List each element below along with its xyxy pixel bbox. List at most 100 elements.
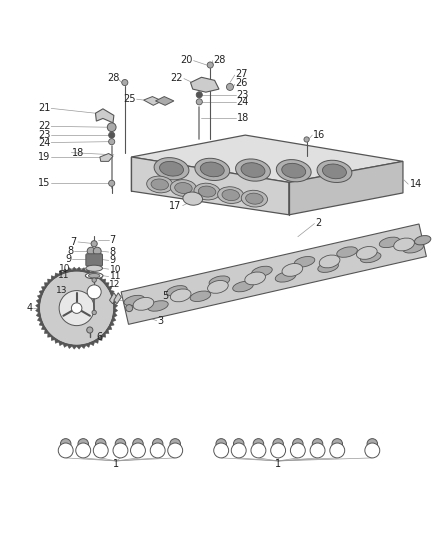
Polygon shape [111,316,116,322]
Ellipse shape [318,262,339,272]
Polygon shape [93,338,99,343]
Circle shape [107,123,116,132]
Polygon shape [71,345,78,349]
Ellipse shape [282,263,303,276]
Polygon shape [100,332,106,337]
Text: 3: 3 [158,316,164,326]
Circle shape [78,439,88,449]
Text: 11: 11 [58,271,69,280]
Ellipse shape [233,281,253,292]
Polygon shape [67,344,73,349]
Polygon shape [80,344,87,349]
Ellipse shape [194,183,220,200]
Ellipse shape [208,280,228,293]
Polygon shape [95,109,114,123]
Ellipse shape [246,193,263,204]
Text: 4: 4 [26,303,32,313]
Text: 18: 18 [72,148,85,158]
Polygon shape [39,320,44,326]
Circle shape [95,439,106,449]
Ellipse shape [282,163,306,178]
Circle shape [71,303,82,313]
Polygon shape [113,303,118,309]
Ellipse shape [85,273,103,279]
Ellipse shape [147,176,173,193]
Text: 12: 12 [109,279,120,288]
Circle shape [168,443,183,458]
Text: 27: 27 [236,69,248,79]
Circle shape [87,285,101,299]
Circle shape [113,443,128,458]
Text: 10: 10 [59,264,70,273]
Circle shape [126,304,133,312]
Circle shape [39,271,114,345]
Ellipse shape [198,186,216,197]
Ellipse shape [195,158,230,181]
Polygon shape [113,298,117,305]
Ellipse shape [276,159,311,182]
Polygon shape [110,293,117,304]
Circle shape [93,443,108,458]
Polygon shape [155,96,174,106]
Circle shape [109,132,115,138]
Circle shape [226,84,233,91]
Text: 28: 28 [213,55,226,65]
Text: 8: 8 [67,246,74,256]
Ellipse shape [357,247,377,260]
Polygon shape [104,328,109,334]
Text: 22: 22 [38,122,50,131]
Polygon shape [97,276,102,281]
Polygon shape [75,345,82,349]
Polygon shape [100,279,106,284]
Ellipse shape [319,255,340,268]
Circle shape [170,439,180,449]
Circle shape [93,247,101,255]
Text: 2: 2 [315,217,321,228]
Circle shape [216,439,226,449]
Polygon shape [89,271,95,276]
Polygon shape [35,303,40,309]
Polygon shape [42,286,47,292]
Circle shape [290,443,305,458]
Circle shape [87,247,95,255]
Text: 1: 1 [275,459,281,470]
Ellipse shape [88,273,100,278]
Ellipse shape [379,237,400,248]
Text: 24: 24 [237,97,249,107]
Polygon shape [80,268,87,272]
Circle shape [304,137,309,142]
Polygon shape [121,224,426,325]
Ellipse shape [133,297,154,310]
Circle shape [214,443,229,458]
Ellipse shape [159,161,184,176]
Circle shape [293,439,303,449]
Polygon shape [67,268,73,272]
Circle shape [312,439,323,449]
Polygon shape [51,276,57,281]
Ellipse shape [209,276,230,286]
Circle shape [150,443,165,458]
Circle shape [271,443,286,458]
Polygon shape [109,290,114,296]
Polygon shape [44,328,49,334]
Text: 6: 6 [96,333,102,343]
Circle shape [87,327,93,333]
Circle shape [231,443,246,458]
Circle shape [365,443,380,458]
Polygon shape [100,154,113,161]
Polygon shape [191,77,219,92]
Text: 26: 26 [236,78,248,88]
Polygon shape [131,157,289,215]
Circle shape [310,443,325,458]
Circle shape [122,79,128,86]
Ellipse shape [170,289,191,302]
Circle shape [109,180,115,187]
Polygon shape [71,267,78,271]
Ellipse shape [86,265,102,271]
Circle shape [133,439,143,449]
Text: 7: 7 [110,235,116,245]
Text: 9: 9 [110,255,116,265]
Text: 20: 20 [180,55,193,65]
Circle shape [330,443,345,458]
Polygon shape [106,325,112,330]
